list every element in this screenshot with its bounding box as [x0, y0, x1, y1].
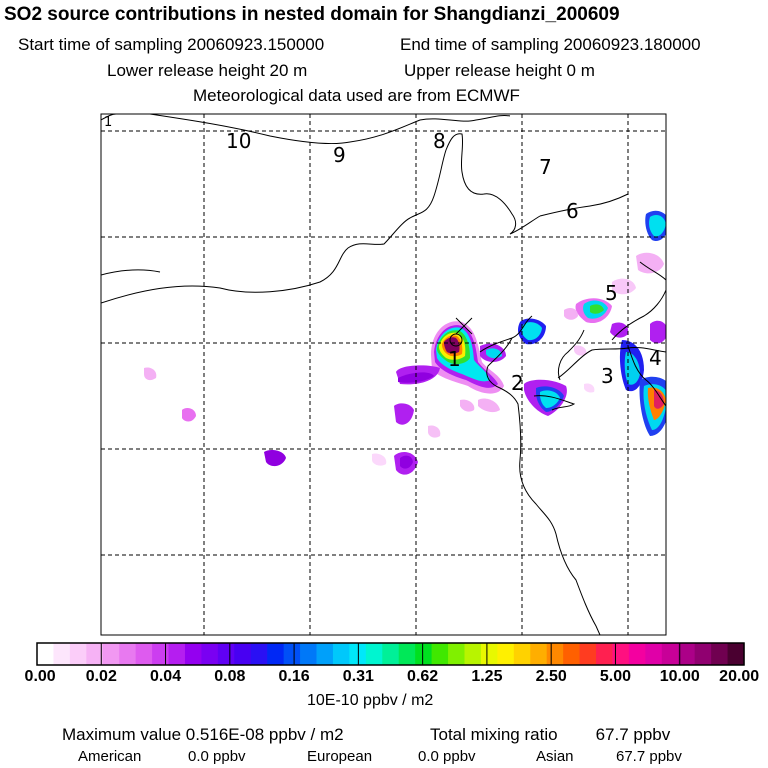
region-label-7: 7 — [539, 155, 552, 179]
region-label-2: 2 — [511, 371, 524, 395]
colorbar-tick-label: 2.50 — [535, 668, 567, 685]
colorbar-cell — [86, 643, 104, 665]
map-frame — [100, 113, 667, 636]
region-label-3: 3 — [601, 364, 614, 388]
colorbar-cell — [135, 643, 153, 665]
colorbar-cell — [546, 643, 564, 665]
colorbar-cell — [152, 643, 170, 665]
colorbar-cell — [497, 643, 515, 665]
colorbar-cell — [365, 643, 383, 665]
colorbar-cell — [119, 643, 137, 665]
colorbar-cell — [645, 643, 663, 665]
colorbar-cell — [217, 643, 235, 665]
colorbar-cell — [267, 643, 285, 665]
colorbar-cell — [184, 643, 203, 665]
colorbar-cell — [382, 643, 400, 665]
source-asian-value: 67.7 ppbv — [616, 748, 682, 765]
colorbar-units: 10E-10 ppbv / m2 — [307, 692, 434, 709]
source-sector-marker-icon — [449, 333, 463, 347]
region-label-10: 10 — [226, 129, 251, 153]
colorbar-tick-label: 0.04 — [149, 668, 182, 685]
region-label-4: 4 — [649, 346, 662, 370]
colorbar-cell — [727, 643, 745, 665]
total-mixing-ratio-label: Total mixing ratio — [430, 725, 558, 744]
colorbar-cell — [37, 643, 55, 665]
colorbar-cell — [530, 643, 548, 665]
start-time-label: Start time of sampling 20060923.150000 — [18, 35, 325, 54]
coastlines — [101, 114, 666, 635]
total-mixing-ratio-value: 67.7 ppbv — [595, 725, 671, 744]
colorbar-cell — [201, 643, 219, 665]
region-label-5: 5 — [605, 281, 618, 305]
corner-label: 1 — [104, 115, 112, 130]
colorbar-cell — [448, 643, 466, 665]
region-label-6: 6 — [566, 199, 579, 223]
colorbar-cell — [398, 643, 416, 665]
colorbar-cell — [563, 643, 581, 665]
lat-lon-grid — [101, 114, 666, 635]
colorbar-tick-label: 1.25 — [471, 668, 503, 685]
colorbar-tick-label: 5.00 — [599, 668, 632, 685]
receptor-marker-icon — [455, 317, 473, 335]
colorbar-cell — [480, 643, 498, 665]
region-labels: 10 9 8 7 6 5 4 3 2 1 1 — [104, 115, 662, 395]
colorbar-cell — [579, 643, 597, 665]
colorbar-tick-label: 0.62 — [407, 668, 439, 685]
colorbar-tick-label: 20.00 — [719, 668, 760, 685]
colorbar-frame — [36, 642, 745, 666]
colorbar-cell — [415, 643, 433, 665]
colorbar-cell — [661, 643, 679, 665]
colorbar-cell — [250, 643, 268, 665]
colorbar-tick-label: 0.16 — [278, 668, 310, 685]
colorbar-cell — [234, 643, 252, 665]
colorbar-cell — [102, 643, 120, 665]
maximum-value-label: Maximum value 0.516E-08 ppbv / m2 — [62, 725, 344, 744]
plot-title: SO2 source contributions in nested domai… — [4, 4, 620, 25]
colorbar-cell — [628, 643, 646, 665]
colorbar-cell — [431, 643, 449, 665]
met-data-label: Meteorological data used are from ECMWF — [193, 86, 520, 105]
colorbar-cell — [694, 643, 712, 665]
concentration-field — [144, 210, 666, 475]
lower-release-height-label: Lower release height 20 m — [107, 61, 308, 80]
colorbar-cell — [612, 643, 630, 665]
colorbar-tick-label: 0.08 — [214, 668, 246, 685]
source-asian-name: Asian — [536, 748, 574, 765]
colorbar-tick-label: 0.00 — [24, 668, 56, 685]
colorbar-cell — [464, 643, 482, 665]
colorbar-cell — [596, 643, 614, 665]
colorbar-cell — [332, 643, 350, 665]
colorbar-cell — [678, 643, 696, 665]
end-time-label: End time of sampling 20060923.180000 — [400, 35, 701, 54]
colorbar-tick-label: 0.31 — [342, 668, 374, 685]
colorbar-cell — [513, 643, 531, 665]
colorbar-cell — [316, 643, 334, 665]
colorbar-cell — [168, 643, 186, 665]
source-european-name: European — [307, 748, 373, 765]
colorbar-tick-label: 10.00 — [659, 668, 700, 685]
colorbar-cell — [53, 643, 71, 665]
colorbar-cell — [69, 643, 87, 665]
source-american-name: American — [78, 748, 142, 765]
region-label-8: 8 — [433, 129, 446, 153]
source-american-value: 0.0 ppbv — [188, 748, 246, 765]
source-european-value: 0.0 ppbv — [418, 748, 476, 765]
colorbar-cell — [300, 643, 318, 665]
colorbar-cell — [711, 643, 729, 665]
upper-release-height-label: Upper release height 0 m — [404, 61, 595, 80]
region-label-1: 1 — [448, 347, 461, 371]
colorbar-tick-label: 0.02 — [85, 668, 117, 685]
region-label-9: 9 — [333, 143, 346, 167]
colorbar-cell — [283, 643, 301, 665]
total-mixing-ratio: Total mixing ratio 67.7 ppbv — [430, 726, 670, 743]
